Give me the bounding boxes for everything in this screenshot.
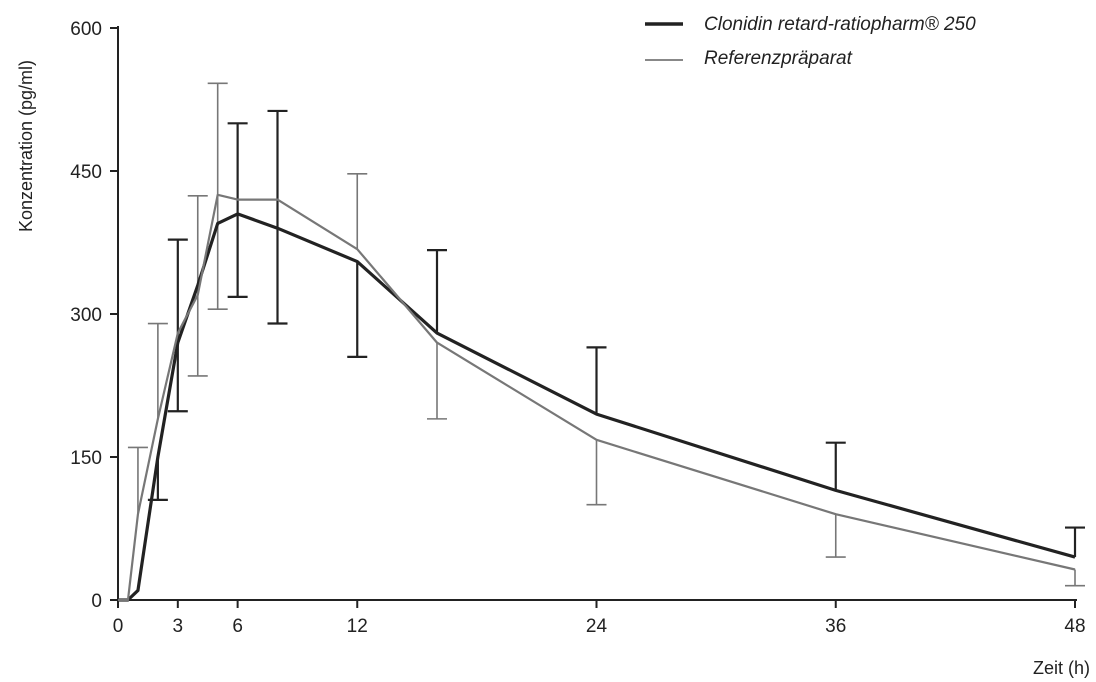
series-line-2 (118, 193, 1076, 602)
y-axis-title: Konzentration (pg/ml) (16, 60, 36, 232)
legend-label-series-1: Clonidin retard-ratiopharm® 250 (704, 14, 976, 35)
y-tick-label: 450 (70, 162, 102, 183)
series-lines (118, 193, 1076, 602)
x-tick-label: 3 (173, 616, 184, 637)
x-axis-title: Zeit (h) (1033, 658, 1090, 678)
x-tick-label: 12 (347, 616, 368, 637)
legend-label-series-2: Referenzpräparat (704, 48, 853, 69)
y-tick-label: 150 (70, 448, 102, 469)
error-bars (127, 82, 1085, 587)
y-tick-label: 300 (70, 305, 102, 326)
x-tick-label: 36 (825, 616, 846, 637)
x-tick-label: 6 (232, 616, 243, 637)
y-tick-label: 600 (70, 19, 102, 40)
x-tick-label: 48 (1064, 616, 1085, 637)
x-tick-label: 24 (586, 616, 608, 637)
x-tick-label: 0 (113, 616, 124, 637)
y-tick-label: 0 (91, 591, 102, 612)
legend: Clonidin retard-ratiopharm® 250 Referenz… (645, 14, 976, 69)
series-line-1 (118, 212, 1076, 602)
